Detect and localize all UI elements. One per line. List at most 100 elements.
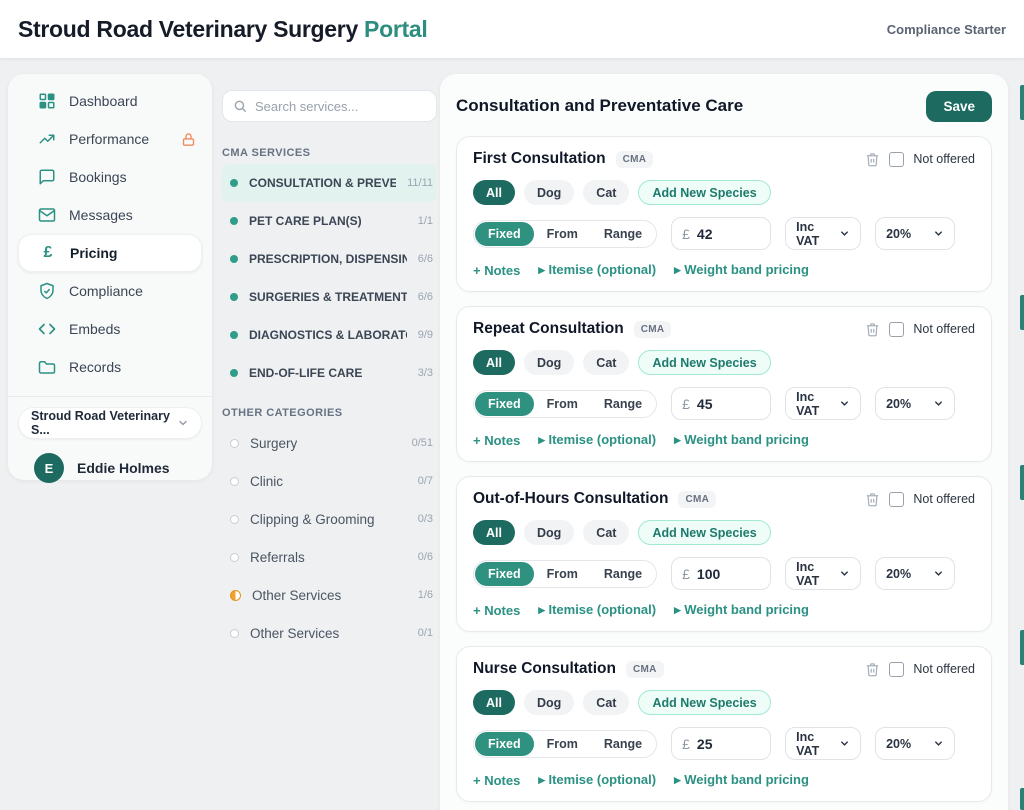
sidebar-item-records[interactable]: Records xyxy=(8,348,212,386)
price-input[interactable] xyxy=(696,735,752,752)
price-mode-range[interactable]: Range xyxy=(603,566,643,581)
species-tab-dog[interactable]: Dog xyxy=(523,180,575,205)
vat-select[interactable]: Inc VAT xyxy=(785,387,862,420)
sidebar-item-embeds[interactable]: Embeds xyxy=(8,310,212,348)
weight-band-link[interactable]: ▸ Weight band pricing xyxy=(674,432,809,447)
category-item-clipping-grooming[interactable]: Clipping & Grooming 0/3 xyxy=(222,500,437,538)
species-tab-all[interactable]: All xyxy=(473,350,515,375)
category-item-diagnostics[interactable]: DIAGNOSTICS & LABORATO... 9/9 xyxy=(222,316,437,354)
trash-icon[interactable] xyxy=(865,662,880,677)
species-tab-all[interactable]: All xyxy=(473,180,515,205)
save-button[interactable]: Save xyxy=(926,90,992,122)
service-name: Nurse Consultation xyxy=(473,660,616,677)
price-mode-from[interactable]: From xyxy=(546,566,578,581)
price-field[interactable]: £ xyxy=(671,217,772,250)
service-name: First Consultation xyxy=(473,150,606,167)
category-label: DIAGNOSTICS & LABORATO... xyxy=(249,328,407,342)
price-mode-fixed[interactable]: Fixed xyxy=(475,221,534,246)
category-item-other-services-1[interactable]: Other Services 1/6 xyxy=(222,576,437,614)
price-mode-from[interactable]: From xyxy=(546,396,578,411)
price-mode-from[interactable]: From xyxy=(546,736,578,751)
notes-link[interactable]: + Notes xyxy=(473,432,521,448)
price-mode-range[interactable]: Range xyxy=(603,226,643,241)
sidebar-item-pricing[interactable]: £ Pricing xyxy=(18,234,202,272)
price-mode-range[interactable]: Range xyxy=(603,396,643,411)
species-tab-all[interactable]: All xyxy=(473,690,515,715)
not-offered-checkbox[interactable] xyxy=(889,321,905,337)
vat-rate-select[interactable]: 20% xyxy=(875,557,956,590)
weight-band-link[interactable]: ▸ Weight band pricing xyxy=(674,262,809,277)
shield-check-icon xyxy=(38,282,56,300)
price-input[interactable] xyxy=(696,565,752,582)
vat-select[interactable]: Inc VAT xyxy=(785,217,862,250)
vat-rate-select[interactable]: 20% xyxy=(875,727,956,760)
species-tab-dog[interactable]: Dog xyxy=(523,520,575,545)
card-header: First Consultation CMA Not offered xyxy=(473,150,975,168)
price-field[interactable]: £ xyxy=(671,727,772,760)
practice-selector[interactable]: Stroud Road Veterinary S... xyxy=(18,407,202,439)
category-item-end-of-life[interactable]: END-OF-LIFE CARE 3/3 xyxy=(222,354,437,392)
vat-select[interactable]: Inc VAT xyxy=(785,727,862,760)
itemise-link[interactable]: ▸ Itemise (optional) xyxy=(538,772,657,787)
price-mode-fixed[interactable]: Fixed xyxy=(475,391,534,416)
category-label: END-OF-LIFE CARE xyxy=(249,366,363,380)
price-field[interactable]: £ xyxy=(671,557,772,590)
sidebar-item-bookings[interactable]: Bookings xyxy=(8,158,212,196)
vat-select[interactable]: Inc VAT xyxy=(785,557,862,590)
weight-band-link[interactable]: ▸ Weight band pricing xyxy=(674,772,809,787)
species-tab-cat[interactable]: Cat xyxy=(583,520,630,545)
price-field[interactable]: £ xyxy=(671,387,772,420)
add-new-species-button[interactable]: Add New Species xyxy=(638,690,771,715)
not-offered-checkbox[interactable] xyxy=(889,491,905,507)
vat-rate-select[interactable]: 20% xyxy=(875,217,956,250)
notes-link[interactable]: + Notes xyxy=(473,772,521,788)
trash-icon[interactable] xyxy=(865,492,880,507)
category-item-referrals[interactable]: Referrals 0/6 xyxy=(222,538,437,576)
not-offered-checkbox[interactable] xyxy=(889,151,905,167)
sidebar-item-compliance[interactable]: Compliance xyxy=(8,272,212,310)
trash-icon[interactable] xyxy=(865,152,880,167)
price-mode-range[interactable]: Range xyxy=(603,736,643,751)
search-input[interactable] xyxy=(255,98,415,114)
price-input[interactable] xyxy=(696,395,752,412)
species-tab-cat[interactable]: Cat xyxy=(583,350,630,375)
notes-link[interactable]: + Notes xyxy=(473,602,521,618)
category-item-prescription[interactable]: PRESCRIPTION, DISPENSIN... 6/6 xyxy=(222,240,437,278)
sidebar-item-performance[interactable]: Performance xyxy=(8,120,212,158)
category-item-surgeries[interactable]: SURGERIES & TREATMENTS 6/6 xyxy=(222,278,437,316)
price-input[interactable] xyxy=(696,225,752,242)
itemise-link[interactable]: ▸ Itemise (optional) xyxy=(538,602,657,617)
weight-band-link[interactable]: ▸ Weight band pricing xyxy=(674,602,809,617)
category-item-surgery[interactable]: Surgery 0/51 xyxy=(222,424,437,462)
species-tab-dog[interactable]: Dog xyxy=(523,690,575,715)
sidebar-item-messages[interactable]: Messages xyxy=(8,196,212,234)
sidebar-item-label: Records xyxy=(69,359,122,375)
itemise-link[interactable]: ▸ Itemise (optional) xyxy=(538,262,657,277)
species-tabs: All Dog Cat Add New Species xyxy=(473,180,975,205)
price-mode-fixed[interactable]: Fixed xyxy=(475,561,534,586)
species-tab-cat[interactable]: Cat xyxy=(583,690,630,715)
vat-rate-select[interactable]: 20% xyxy=(875,387,956,420)
add-new-species-button[interactable]: Add New Species xyxy=(638,520,771,545)
sidebar-item-dashboard[interactable]: Dashboard xyxy=(8,82,212,120)
species-tab-cat[interactable]: Cat xyxy=(583,180,630,205)
add-new-species-button[interactable]: Add New Species xyxy=(638,180,771,205)
not-offered-checkbox[interactable] xyxy=(889,661,905,677)
species-tab-all[interactable]: All xyxy=(473,520,515,545)
notes-link[interactable]: + Notes xyxy=(473,262,521,278)
itemise-link[interactable]: ▸ Itemise (optional) xyxy=(538,432,657,447)
trash-icon[interactable] xyxy=(865,322,880,337)
add-new-species-button[interactable]: Add New Species xyxy=(638,350,771,375)
user-row[interactable]: E Eddie Holmes xyxy=(8,439,212,483)
cma-badge: CMA xyxy=(633,320,672,338)
price-row: Fixed From Range £ Inc VAT 20% xyxy=(473,387,975,420)
category-item-consultation[interactable]: CONSULTATION & PREVE... 11/11 xyxy=(222,164,437,202)
category-item-other-services-2[interactable]: Other Services 0/1 xyxy=(222,614,437,652)
search-box[interactable] xyxy=(222,90,437,122)
category-item-clinic[interactable]: Clinic 0/7 xyxy=(222,462,437,500)
vat-select-value: Inc VAT xyxy=(796,729,820,758)
price-mode-from[interactable]: From xyxy=(546,226,578,241)
price-mode-fixed[interactable]: Fixed xyxy=(475,731,534,756)
category-item-pet-care-plans[interactable]: PET CARE PLAN(S) 1/1 xyxy=(222,202,437,240)
species-tab-dog[interactable]: Dog xyxy=(523,350,575,375)
